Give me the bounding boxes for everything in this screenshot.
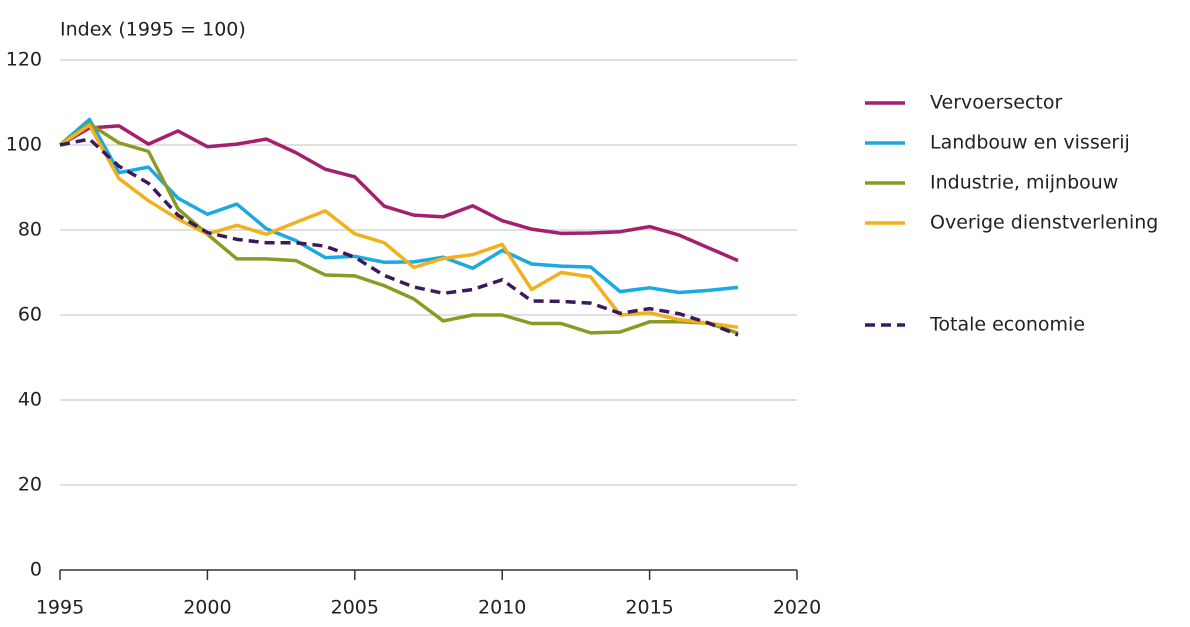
legend-label: Industrie, mijnbouw [930,172,1118,194]
y-tick-label: 100 [6,134,42,156]
legend-label: Overige dienstverlening [930,212,1158,234]
y-axis-title: Index (1995 = 100) [60,19,246,41]
y-tick-label: 20 [18,474,42,496]
x-tick-label: 2010 [478,597,526,619]
y-tick-label: 60 [18,304,42,326]
series-line [59,137,739,337]
y-tick-label: 40 [18,389,42,411]
y-tick-label: 0 [30,559,42,581]
x-tick-label: 2000 [183,597,231,619]
series-line [59,124,739,263]
series-line [58,117,739,295]
legend-label: Vervoersector [930,92,1063,114]
series-line [58,122,739,335]
y-tick-label: 120 [6,49,42,71]
y-tick-label: 80 [18,219,42,241]
legend-label: Landbouw en visserij [930,132,1130,154]
x-tick-label: 1995 [36,597,84,619]
x-tick-label: 2005 [331,597,379,619]
series-line [59,123,739,330]
x-tick-label: 2015 [625,597,673,619]
x-tick-label: 2020 [773,597,821,619]
legend-label: Totale economie [929,314,1085,336]
